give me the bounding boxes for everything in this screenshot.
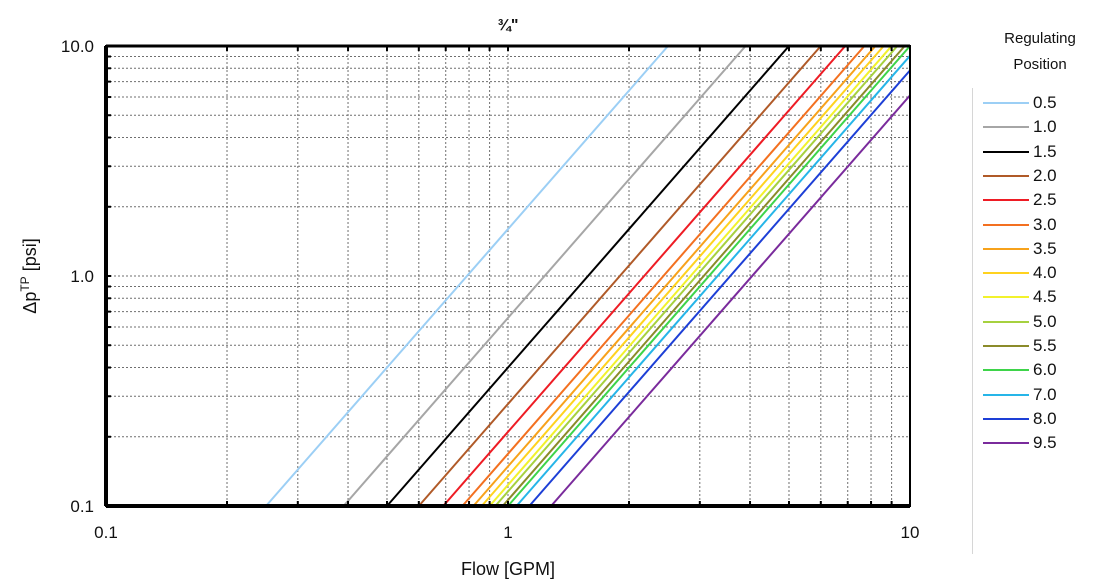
legend-item: 4.5 (983, 286, 1057, 308)
legend-label: 9.5 (1033, 433, 1057, 453)
series-line-1.0 (342, 45, 747, 507)
legend-label: 3.5 (1033, 238, 1057, 258)
axis-ticks (105, 46, 893, 507)
legend-item: 7.0 (983, 384, 1057, 406)
series-line-1.5 (386, 45, 790, 507)
y-axis-title-main: Δp (20, 292, 40, 314)
x-tick-label: 1 (503, 523, 512, 542)
legend-item: 5.5 (983, 335, 1057, 357)
legend-item: 1.5 (983, 141, 1057, 163)
legend-label: 5.0 (1033, 311, 1057, 331)
y-axis-title-unit: [psi] (20, 238, 40, 276)
series-line-0.5 (265, 45, 669, 507)
x-tick-label: 0.1 (94, 523, 118, 542)
x-axis-title: Flow [GPM] (461, 559, 555, 579)
legend-label: 5.5 (1033, 336, 1057, 355)
series-line-3.0 (461, 45, 866, 507)
legend-item: 1.0 (983, 116, 1057, 138)
y-axis-title: ΔpTP [psi] (18, 238, 40, 313)
legend-label: 7.0 (1033, 384, 1057, 404)
legend-item: 5.0 (983, 311, 1057, 333)
grid (106, 46, 910, 506)
legend-title-line2: Position (1013, 56, 1067, 73)
chart-title: ¾" (498, 17, 519, 34)
legend-label: 2.0 (1033, 165, 1057, 185)
legend-item: 8.0 (983, 408, 1057, 430)
series-line-5.0 (494, 45, 899, 507)
series-line-2.0 (418, 45, 822, 507)
legend-swatch (983, 296, 1029, 299)
series-line-5.5 (501, 45, 906, 507)
legend-item: 0.5 (983, 92, 1057, 114)
legend-swatch (983, 442, 1029, 445)
legend-item: 2.0 (983, 165, 1057, 187)
legend-swatch (983, 417, 1029, 420)
legend-swatch (983, 199, 1029, 202)
legend-label: 3.0 (1033, 214, 1057, 234)
legend-swatch (983, 223, 1029, 226)
legend-swatch (983, 393, 1029, 396)
series-line-4.5 (488, 45, 893, 507)
legend-label: 6.0 (1033, 360, 1057, 380)
legend-title-line1: Regulating (1004, 30, 1076, 47)
x-tick-label: 10 (901, 523, 920, 542)
series-lines (265, 45, 911, 507)
series-line-8.0 (528, 69, 911, 507)
y-tick-label: 0.1 (70, 497, 94, 516)
x-tick-labels: 0.1 1 10 (94, 523, 919, 542)
legend-item: 2.5 (983, 189, 1057, 211)
legend-swatch (983, 272, 1029, 275)
series-line-7.0 (515, 55, 911, 507)
series-line-6.0 (507, 45, 911, 507)
series-line-9.5 (550, 94, 911, 507)
legend-swatch (983, 102, 1029, 104)
series-line-4.0 (480, 45, 885, 507)
legend-swatch (983, 320, 1029, 323)
legend-item: 4.0 (983, 262, 1057, 284)
legend-swatch (983, 247, 1029, 250)
legend-label: 8.0 (1033, 408, 1057, 428)
legend-title: Regulating Position (972, 26, 1108, 78)
legend-label: 0.5 (1033, 93, 1057, 112)
legend-swatch (983, 369, 1029, 372)
legend-swatch (983, 150, 1029, 153)
y-tick-labels: 0.1 1.0 10.0 (61, 37, 94, 516)
legend-label: 1.0 (1033, 117, 1057, 137)
legend-swatch (983, 126, 1029, 129)
legend-item: 9.5 (983, 432, 1057, 454)
legend-label: 4.0 (1033, 263, 1057, 283)
legend-item: 3.5 (983, 238, 1057, 260)
legend-label: 2.5 (1033, 190, 1057, 210)
legend-label: 1.5 (1033, 141, 1057, 161)
legend-swatch (983, 345, 1029, 347)
legend-swatch (983, 174, 1029, 177)
legend-item: 6.0 (983, 359, 1057, 381)
y-tick-label: 1.0 (70, 267, 94, 286)
legend: 0.5 1.0 1.5 2.0 2.5 3.0 3.5 4.0 4.5 5.0 5.5 6.0 7.0 8… (972, 88, 1106, 554)
series-line-2.5 (442, 45, 846, 507)
y-tick-label: 10.0 (61, 37, 94, 56)
legend-item: 3.0 (983, 214, 1057, 236)
legend-label: 4.5 (1033, 287, 1057, 307)
series-line-3.5 (472, 45, 877, 507)
y-axis-title-sup: TP (18, 276, 32, 291)
